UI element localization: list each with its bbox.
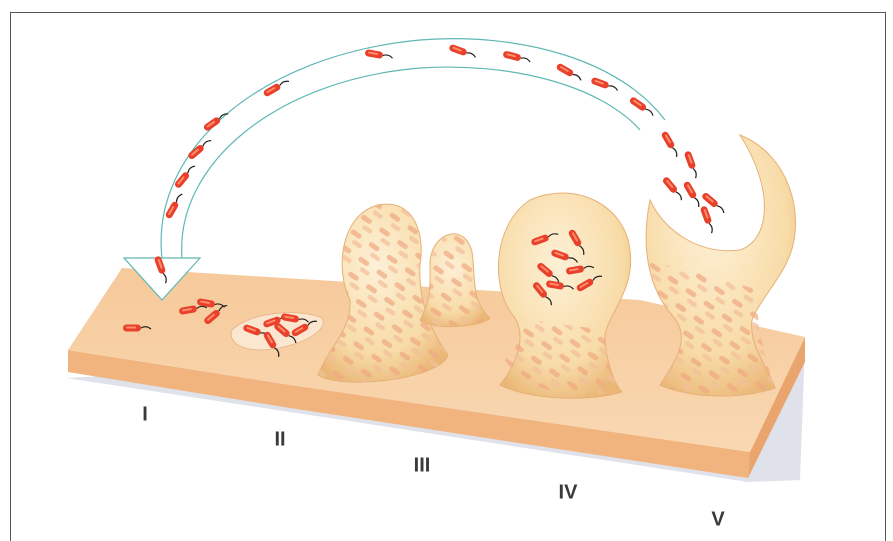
bacterium: [501, 49, 532, 65]
mushroom-cells: [505, 318, 620, 396]
bacterium: [699, 204, 717, 235]
tower-cells: [420, 233, 490, 327]
arrow-inner: [181, 66, 641, 259]
bacterium: [628, 95, 657, 119]
bacterium: [447, 43, 478, 61]
bacterium: [660, 175, 686, 203]
bacterium: [683, 149, 701, 180]
bacterium: [363, 48, 394, 62]
arrow-outer: [160, 38, 666, 259]
stage-label: II: [274, 428, 285, 450]
bacterium: [659, 129, 682, 159]
tower-cells: [318, 204, 448, 383]
bacterium: [589, 76, 620, 94]
stage-label: III: [414, 454, 431, 476]
bacterium: [554, 61, 584, 84]
bacterium: [202, 109, 231, 133]
bacterium: [681, 179, 704, 209]
stage-label: V: [711, 508, 725, 530]
slab-front: [68, 350, 750, 478]
stage-label: I: [142, 403, 148, 425]
microcolony: [230, 312, 324, 351]
bacterium: [163, 191, 186, 221]
stage-label: IV: [559, 481, 579, 503]
slab-side: [748, 337, 805, 478]
colony-cells: [648, 260, 775, 396]
frame: [10, 12, 886, 541]
